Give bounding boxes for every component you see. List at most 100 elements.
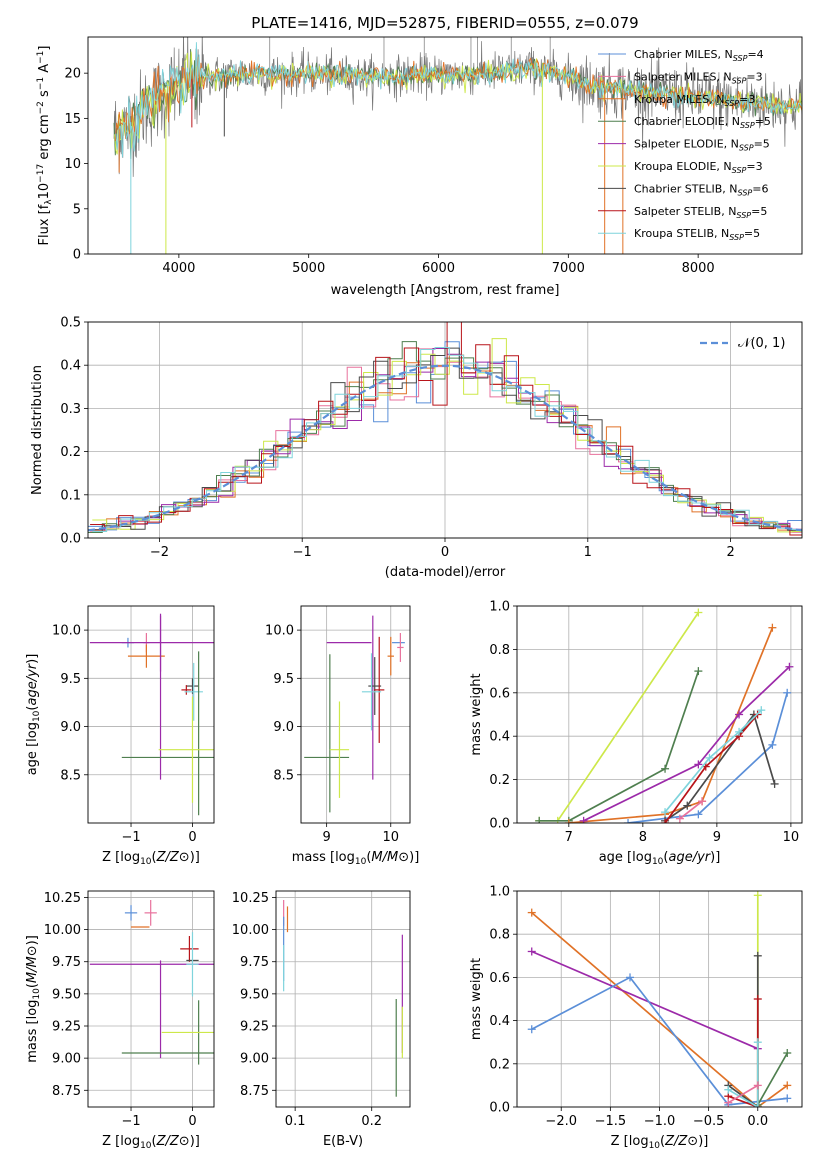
y-tick-label: 0.4 xyxy=(60,359,81,374)
plus-marker xyxy=(698,797,707,806)
errorbar-point xyxy=(397,633,404,662)
x-tick-label: −2 xyxy=(150,545,169,560)
plus-marker xyxy=(724,1085,733,1094)
series-line xyxy=(664,712,776,822)
errorbar-point xyxy=(184,662,203,721)
plus-marker xyxy=(564,819,573,823)
x-axis-label: mass [log10(M/M⊙)] xyxy=(292,850,420,867)
series-salpeter_elodie xyxy=(579,662,794,823)
legend-label: Kroupa STELIB, NSSP=5 xyxy=(634,227,760,242)
spectrum-legend: Chabrier MILES, NSSP=4 Salpeter MILES, NS… xyxy=(598,48,771,242)
histogram-step xyxy=(92,347,802,532)
y-tick-label: 0.0 xyxy=(489,1101,510,1116)
errorbar-point xyxy=(361,653,382,731)
y-tick-label: 10.00 xyxy=(44,923,81,938)
legend-label: Salpeter MILES, NSSP=3 xyxy=(634,70,763,85)
y-tick-label: 0.2 xyxy=(489,1057,510,1072)
y-tick-label: 0.2 xyxy=(489,773,510,788)
y-axis-label: mass weight xyxy=(469,958,484,1040)
axes-frame xyxy=(275,890,411,1108)
x-tick-label: 2 xyxy=(726,545,734,560)
plus-marker xyxy=(626,973,635,982)
plus-marker xyxy=(783,1049,792,1057)
x-tick-label: 4000 xyxy=(162,261,195,276)
plus-marker xyxy=(753,951,762,960)
plus-marker xyxy=(783,1081,792,1090)
series-line xyxy=(531,950,759,1050)
plus-marker xyxy=(694,667,703,676)
plus-marker xyxy=(661,819,670,823)
y-tick-label: 10.25 xyxy=(232,891,269,906)
plus-marker xyxy=(527,1025,536,1034)
x-tick-label: 7000 xyxy=(552,261,585,276)
y-tick-label: 0.3 xyxy=(60,402,81,417)
legend-label: Kroupa ELODIE, NSSP=3 xyxy=(634,160,763,175)
y-tick-label: 9.00 xyxy=(240,1052,269,1067)
series-salpeter_elodie xyxy=(527,947,762,1053)
y-tick-label: 0.8 xyxy=(489,928,510,943)
plot-area-spectrum xyxy=(113,37,802,254)
axes-frame xyxy=(87,605,215,824)
legend-label: Chabrier STELIB, NSSP=6 xyxy=(634,182,768,197)
series-line xyxy=(583,666,790,822)
y-tick-label: 9.25 xyxy=(240,1020,269,1035)
axes-frame xyxy=(87,890,215,1108)
normal-curve xyxy=(88,364,802,532)
x-tick-label: 0.0 xyxy=(747,1114,768,1129)
series-kroupa_miles xyxy=(527,908,792,1107)
y-tick-label: 10.25 xyxy=(44,891,81,906)
x-tick-label: 10 xyxy=(382,830,399,845)
y-axis-label: mass [log10(M/M⊙)] xyxy=(25,935,42,1063)
errorbar-point xyxy=(158,696,214,803)
x-tick-label: 1 xyxy=(584,545,592,560)
model-spectrum xyxy=(115,42,802,158)
panel-residuals: −2 −1 0 1 2 0.0 0.1 0.2 0.3 0.4 0.5 (data-model)/er… xyxy=(30,316,803,580)
y-tick-label: 8.5 xyxy=(60,768,81,783)
plot-area-age_vs_mass xyxy=(304,615,405,813)
axes-frame xyxy=(87,36,803,255)
y-tick-label: 0.0 xyxy=(60,532,81,547)
y-tick-label: 0.6 xyxy=(489,686,510,701)
plot-area-mass_vs_z xyxy=(89,900,214,1065)
x-tick-label: 0.1 xyxy=(285,1114,306,1129)
y-tick-label: 8.5 xyxy=(273,768,294,783)
y-tick-label: 9.50 xyxy=(52,987,81,1002)
errorbar-point xyxy=(329,701,350,798)
x-axis-label: Z [log10(Z/Z⊙)] xyxy=(102,850,200,867)
x-tick-label: 9 xyxy=(713,830,721,845)
plus-marker xyxy=(753,1103,762,1107)
plus-marker xyxy=(661,808,670,817)
legend-label: Salpeter STELIB, NSSP=5 xyxy=(634,205,767,220)
plus-marker xyxy=(783,688,792,697)
x-tick-label: −1 xyxy=(121,830,140,845)
series-chabrier_miles xyxy=(624,688,792,823)
x-tick-label: 10 xyxy=(783,830,800,845)
legend-label: Chabrier ELODIE, NSSP=5 xyxy=(634,115,771,130)
y-axis-label: Flux [fλ10−17 erg cm−2 s−1 A−1] xyxy=(36,46,54,246)
axes-frame xyxy=(516,890,803,1108)
y-tick-label: 15 xyxy=(64,112,81,127)
panel-age_vs_z: −1 0 8.5 9.0 9.5 10.0 Z [log10(Z/Z⊙)] age [log1… xyxy=(25,605,215,867)
x-axis-label: (data-model)/error xyxy=(385,565,506,580)
y-tick-label: 0.8 xyxy=(489,643,510,658)
x-tick-label: −2.0 xyxy=(545,1114,577,1129)
plus-marker xyxy=(753,891,762,900)
x-tick-label: 0.2 xyxy=(361,1114,382,1129)
series-salpeter_miles xyxy=(724,1081,762,1107)
plot-area-age_vs_z xyxy=(89,613,214,816)
plus-marker xyxy=(675,814,684,823)
panel-mass_vs_ebv: 0.1 0.2 8.75 9.00 9.25 9.50 9.75 10.00 10.25 E(B-… xyxy=(232,890,411,1149)
y-tick-label: 0.4 xyxy=(489,730,510,745)
series-line xyxy=(539,670,700,822)
series-line xyxy=(664,709,762,813)
plus-marker xyxy=(783,1094,792,1103)
errorbar-point xyxy=(374,636,385,743)
y-tick-label: 0 xyxy=(73,248,81,263)
x-tick-label: −1.5 xyxy=(595,1114,627,1129)
plus-marker xyxy=(785,662,794,671)
series-line xyxy=(531,911,788,1107)
y-tick-label: 8.75 xyxy=(52,1084,81,1099)
x-tick-label: 5000 xyxy=(292,261,325,276)
